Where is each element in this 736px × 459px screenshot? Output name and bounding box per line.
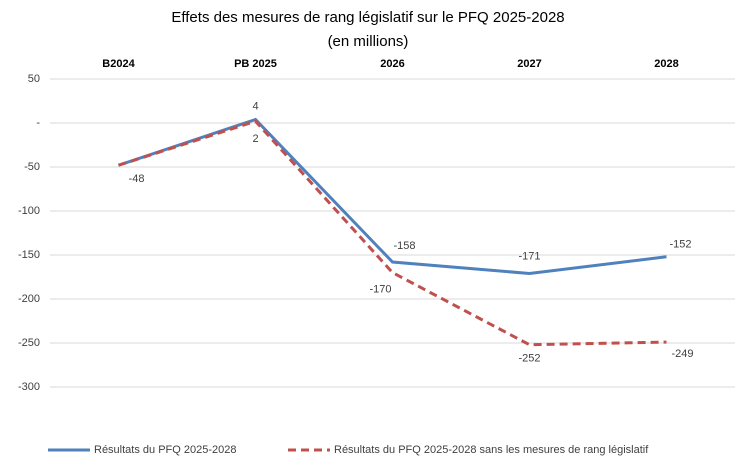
data-label: 2 xyxy=(252,133,258,145)
y-tick-label: -300 xyxy=(18,381,40,393)
x-tick-label: 2026 xyxy=(380,58,404,70)
data-label: -152 xyxy=(669,239,691,251)
y-tick-label: -50 xyxy=(24,161,40,173)
series-line xyxy=(118,119,667,347)
x-tick-label: 2028 xyxy=(654,58,678,70)
data-label: -249 xyxy=(671,348,693,360)
chart-subtitle: (en millions) xyxy=(328,33,409,50)
data-label: 4 xyxy=(252,100,258,112)
data-label: -170 xyxy=(369,284,391,296)
y-tick-label: -150 xyxy=(18,249,40,261)
x-tick-label: B2024 xyxy=(102,58,135,70)
x-tick-label: 2027 xyxy=(517,58,541,70)
y-tick-label: 50 xyxy=(28,73,40,85)
data-label: -158 xyxy=(393,240,415,252)
data-label: -171 xyxy=(518,250,540,262)
legend-label: Résultats du PFQ 2025-2028 sans les mesu… xyxy=(334,444,649,456)
y-tick-label: -250 xyxy=(18,337,40,349)
chart-title: Effets des mesures de rang législatif su… xyxy=(171,9,564,26)
data-label: -48 xyxy=(129,173,145,185)
y-tick-label: -200 xyxy=(18,293,40,305)
data-label: -252 xyxy=(518,353,540,365)
legend-label: Résultats du PFQ 2025-2028 xyxy=(94,444,236,456)
y-tick-label: -100 xyxy=(18,205,40,217)
y-tick-label: - xyxy=(36,117,40,129)
x-tick-label: PB 2025 xyxy=(234,58,277,70)
